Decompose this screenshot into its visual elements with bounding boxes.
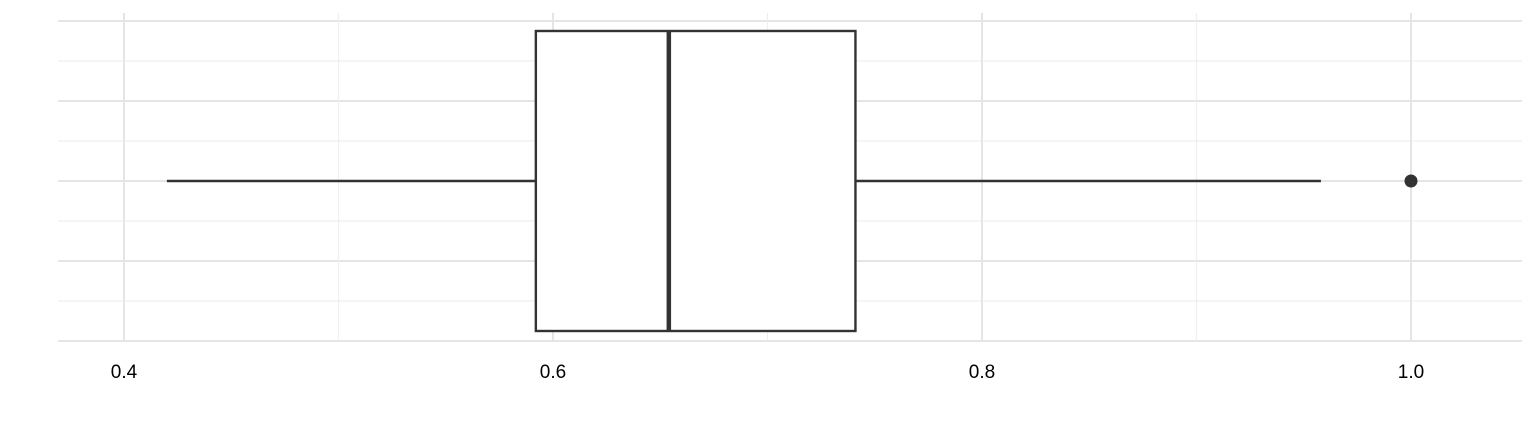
box [534,29,857,333]
outlier-point [1404,174,1418,188]
outliers [1404,174,1418,188]
x-tick-label: 0.4 [111,362,138,383]
x-tick-label: 0.6 [540,362,566,383]
x-tick-label: 0.8 [969,362,995,383]
x-tick-label: 1.0 [1398,362,1424,383]
iqr-box [534,29,857,333]
x-axis-tick-labels: 0.4 0.6 0.8 1.0 [111,362,1424,383]
